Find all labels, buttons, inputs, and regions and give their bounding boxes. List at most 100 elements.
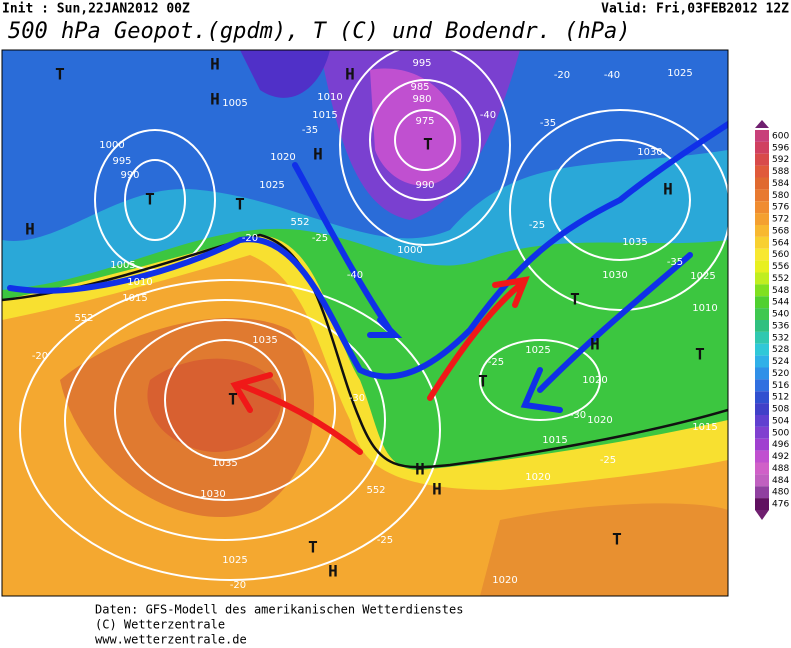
legend-swatch	[755, 213, 769, 225]
map-label: 1015	[122, 293, 147, 304]
legend-swatch	[755, 367, 769, 380]
legend-swatch	[755, 201, 769, 214]
legend-swatch	[755, 153, 769, 166]
map-label: 1020	[525, 472, 550, 483]
legend-swatch	[755, 260, 769, 273]
map-label: -20	[242, 233, 258, 244]
map-label: -25	[488, 357, 504, 368]
map-label: H	[25, 220, 35, 239]
legend-swatch	[755, 426, 769, 439]
legend-swatch	[755, 379, 769, 392]
map-label: T	[228, 390, 238, 409]
legend-swatch	[755, 296, 769, 309]
legend-label: 576	[772, 203, 789, 213]
map-label: 995	[412, 58, 431, 69]
map-label: -25	[529, 220, 545, 231]
map-label: 1030	[602, 270, 627, 281]
map-label: H	[432, 480, 442, 499]
legend-swatch	[755, 403, 769, 415]
map-label: 552	[74, 313, 93, 324]
map-label: 1020	[270, 152, 295, 163]
legend-swatch	[755, 486, 769, 499]
map-label: T	[55, 65, 65, 84]
legend-swatch	[755, 248, 769, 261]
map-label: H	[210, 55, 220, 74]
map-label: T	[612, 530, 622, 549]
legend-label: 528	[772, 345, 789, 355]
legend-swatch	[755, 450, 769, 463]
map-label: H	[663, 180, 673, 199]
map-label: -25	[600, 455, 616, 466]
legend-swatch	[755, 355, 769, 368]
map-label: H	[313, 145, 323, 164]
legend-swatch	[755, 498, 769, 510]
map-label: 1010	[317, 92, 342, 103]
map-label: 1030	[637, 147, 662, 158]
legend-label: 592	[772, 155, 789, 165]
map-label: 990	[415, 180, 434, 191]
legend-label: 572	[772, 215, 789, 225]
legend-swatch	[755, 165, 769, 178]
map-label: T	[145, 190, 155, 209]
map-label: H	[415, 460, 425, 479]
map-label: 552	[290, 217, 309, 228]
legend-label: 476	[772, 500, 789, 510]
map-label: -35	[667, 257, 683, 268]
legend-label: 516	[772, 381, 789, 391]
map-label: 552	[366, 485, 385, 496]
legend-label: 496	[772, 440, 789, 450]
legend-swatch	[755, 284, 769, 297]
map-label: -35	[540, 118, 556, 129]
map-label: -25	[312, 233, 328, 244]
legend-label: 588	[772, 167, 789, 177]
map-label: 990	[120, 170, 139, 181]
map-label: H	[345, 65, 355, 84]
legend-label: 544	[772, 298, 789, 308]
map-label: H	[328, 562, 338, 581]
legend-label: 584	[772, 179, 789, 189]
map-label: -40	[480, 110, 496, 121]
map-label: 1035	[622, 237, 647, 248]
map-label: 1025	[525, 345, 550, 356]
legend-swatch	[755, 320, 769, 332]
legend-label: 532	[772, 333, 789, 343]
footer-line: (C) Wetterzentrale	[95, 618, 225, 632]
map-label: 1020	[582, 375, 607, 386]
legend-label: 556	[772, 262, 789, 272]
legend-label: 492	[772, 452, 789, 462]
legend-swatch	[755, 141, 769, 154]
valid-text: Valid: Fri,03FEB2012 12Z	[601, 2, 789, 17]
map-label: -40	[347, 270, 363, 281]
map-label: 1020	[587, 415, 612, 426]
legend-label: 548	[772, 286, 789, 296]
map-label: 1015	[692, 422, 717, 433]
map-label: 1025	[667, 68, 692, 79]
legend-swatch	[755, 331, 769, 344]
map-label: -20	[230, 580, 246, 591]
legend-swatch	[755, 177, 769, 190]
map-label: T	[570, 290, 580, 309]
map-label: 1025	[259, 180, 284, 191]
map-label: 1010	[692, 303, 717, 314]
map-label: 1020	[492, 575, 517, 586]
map-label: T	[423, 135, 433, 154]
legend-swatch	[755, 462, 769, 475]
init-text: Init : Sun,22JAN2012 00Z	[2, 2, 190, 17]
map-label: -25	[377, 535, 393, 546]
legend-swatch	[755, 415, 769, 427]
legend-label: 536	[772, 321, 789, 331]
legend-swatch	[755, 130, 769, 142]
legend-label: 508	[772, 405, 789, 415]
map-label: 1015	[542, 435, 567, 446]
map-label: 1015	[312, 110, 337, 121]
map-label: -40	[604, 70, 620, 81]
map-label: -30	[349, 393, 365, 404]
map-label: 1010	[127, 277, 152, 288]
legend-label: 520	[772, 369, 789, 379]
legend-label: 512	[772, 393, 789, 403]
map-label: -20	[32, 351, 48, 362]
map-label: T	[478, 372, 488, 391]
map-label: 985	[410, 82, 429, 93]
map-label: 1000	[99, 140, 124, 151]
